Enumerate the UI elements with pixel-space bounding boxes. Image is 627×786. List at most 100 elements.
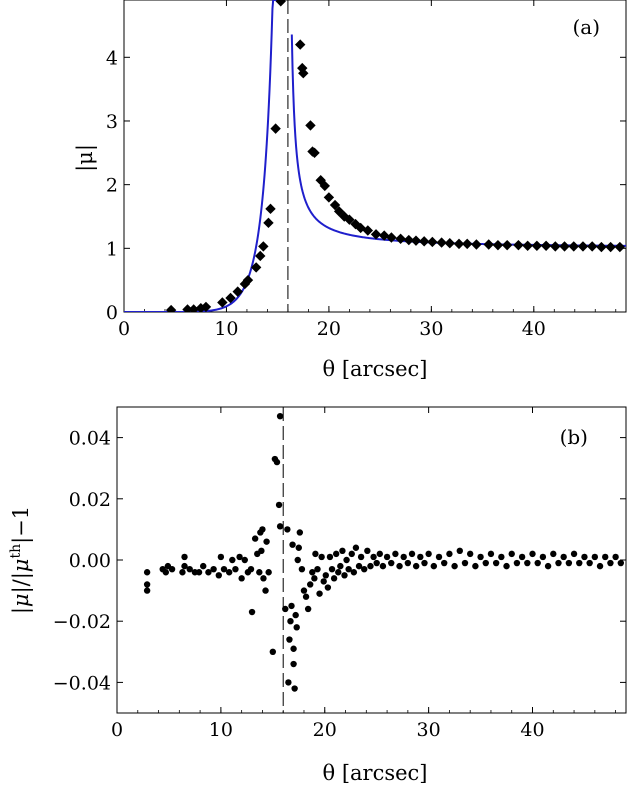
data-point (487, 550, 495, 558)
data-point (265, 569, 272, 576)
data-point (388, 559, 395, 567)
data-point (276, 412, 284, 420)
data-point (577, 241, 589, 252)
data-point (461, 559, 469, 567)
data-point (498, 553, 505, 561)
data-point (255, 250, 266, 262)
data-point (412, 562, 420, 570)
data-point (332, 550, 340, 558)
data-point (524, 559, 531, 567)
y-tick-label: 0.00 (69, 550, 111, 572)
data-point (324, 584, 332, 591)
data-point (446, 550, 453, 558)
data-point (225, 292, 236, 304)
data-point (143, 581, 151, 588)
x-tick-label: 0 (118, 318, 130, 340)
data-point (503, 562, 510, 570)
data-point (522, 240, 533, 251)
data-point (348, 550, 355, 558)
data-point (292, 611, 299, 619)
panel-b-data-points (143, 412, 625, 692)
data-point (328, 565, 336, 573)
data-point (295, 39, 306, 50)
data-point (200, 562, 207, 570)
data-point (275, 501, 283, 509)
data-point (276, 523, 284, 530)
data-point (392, 550, 399, 558)
data-point (386, 232, 397, 243)
data-point (343, 556, 350, 564)
data-point (200, 301, 212, 312)
data-point (339, 547, 346, 555)
data-point (395, 233, 406, 244)
data-point (322, 572, 329, 579)
data-point (534, 559, 541, 567)
data-point (404, 559, 412, 567)
data-point (309, 569, 316, 576)
data-point (258, 241, 269, 252)
data-point (229, 556, 236, 564)
data-point (316, 590, 323, 597)
data-point (251, 535, 259, 542)
y-tick-label: 0.04 (69, 428, 111, 450)
data-point (410, 235, 422, 246)
data-point (275, 0, 286, 7)
data-point (300, 587, 308, 594)
data-point (273, 458, 281, 466)
data-point (181, 562, 188, 570)
data-point (591, 553, 599, 561)
data-point (236, 553, 243, 561)
data-point (581, 553, 588, 561)
x-tick-label: 20 (317, 318, 341, 340)
data-point (320, 578, 327, 585)
data-point (427, 236, 438, 248)
data-point (373, 559, 380, 567)
data-point (483, 239, 494, 250)
data-point (568, 241, 579, 252)
data-point (550, 241, 561, 252)
data-point (302, 593, 310, 600)
x-tick-label: 10 (209, 719, 233, 741)
data-point (518, 553, 526, 561)
data-point (462, 238, 473, 250)
panel-b-y-ticks: 0.04 0.02 0.00 −0.02 −0.04 (53, 428, 626, 694)
data-point (435, 553, 443, 561)
data-point (263, 217, 274, 229)
data-point (330, 575, 338, 582)
data-point (311, 575, 318, 582)
panel-b-x-ticks: 0 10 20 30 40 (111, 407, 617, 741)
data-point (284, 526, 291, 533)
x-tick-label: 0 (111, 719, 123, 741)
data-point (586, 241, 598, 252)
data-point (396, 562, 403, 570)
panel-a-model-curve (124, 0, 626, 312)
data-point (215, 572, 222, 579)
data-point (247, 565, 255, 573)
data-point (238, 575, 245, 582)
data-point (290, 645, 297, 652)
panel-a-x-ticks: 0 10 20 30 40 (118, 0, 617, 340)
data-point (337, 562, 344, 570)
data-point (143, 569, 151, 576)
data-point (430, 562, 438, 570)
data-point (288, 602, 295, 610)
data-point (418, 236, 430, 247)
data-point (165, 304, 177, 312)
data-point (232, 286, 243, 297)
data-point (291, 685, 298, 692)
data-point (181, 553, 188, 561)
data-point (242, 274, 254, 286)
data-point (287, 618, 294, 625)
data-point (436, 237, 447, 248)
data-point (400, 553, 407, 561)
panel-a-data-points (165, 0, 626, 312)
data-point (220, 565, 228, 573)
data-point (612, 553, 619, 561)
y-tick-label: −0.02 (53, 611, 111, 633)
data-point (379, 230, 390, 241)
data-point (617, 559, 625, 567)
data-point (241, 556, 248, 564)
x-tick-label: 40 (520, 719, 544, 741)
data-point (544, 562, 552, 570)
x-tick-label: 40 (522, 318, 546, 340)
